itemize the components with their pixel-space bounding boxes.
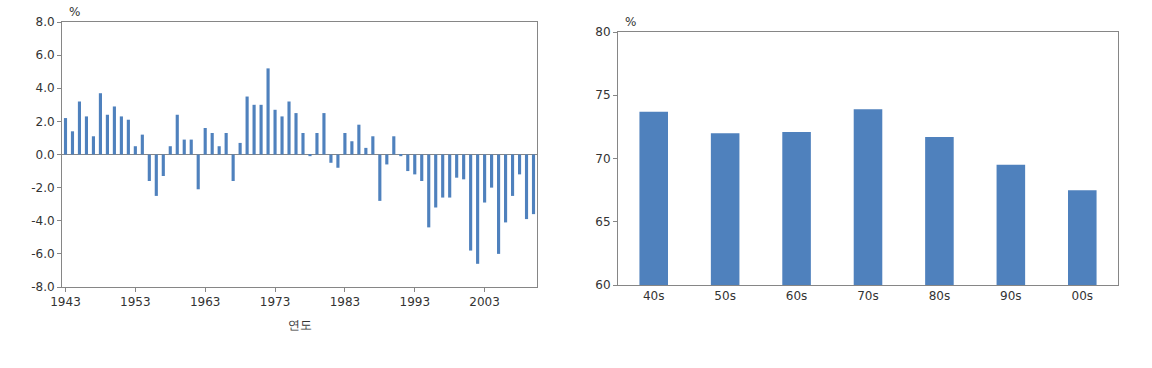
svg-text:1953: 1953 xyxy=(120,295,151,309)
svg-text:연도: 연도 xyxy=(288,318,312,332)
svg-text:2003: 2003 xyxy=(469,295,500,309)
svg-text:1973: 1973 xyxy=(260,295,291,309)
svg-text:4.0: 4.0 xyxy=(36,81,55,95)
svg-text:-4.0: -4.0 xyxy=(31,214,54,228)
svg-text:80: 80 xyxy=(595,25,610,39)
svg-text:50s: 50s xyxy=(714,289,736,303)
svg-text:2.0: 2.0 xyxy=(36,115,55,129)
svg-text:00s: 00s xyxy=(1072,289,1094,303)
svg-text:70s: 70s xyxy=(857,289,879,303)
svg-text:1943: 1943 xyxy=(50,295,81,309)
svg-text:60: 60 xyxy=(595,278,610,292)
svg-text:%: % xyxy=(625,15,636,29)
svg-text:65: 65 xyxy=(595,215,610,229)
svg-text:%: % xyxy=(69,5,80,19)
svg-text:-8.0: -8.0 xyxy=(31,280,54,294)
svg-text:60s: 60s xyxy=(786,289,808,303)
svg-text:-6.0: -6.0 xyxy=(31,247,54,261)
svg-text:90s: 90s xyxy=(1000,289,1022,303)
svg-text:6.0: 6.0 xyxy=(36,48,55,62)
svg-text:1983: 1983 xyxy=(330,295,361,309)
svg-text:70: 70 xyxy=(595,152,610,166)
svg-text:8.0: 8.0 xyxy=(36,15,55,29)
svg-text:0.0: 0.0 xyxy=(36,148,55,162)
svg-text:1993: 1993 xyxy=(399,295,430,309)
svg-text:75: 75 xyxy=(595,88,610,102)
svg-text:80s: 80s xyxy=(929,289,951,303)
svg-text:-2.0: -2.0 xyxy=(31,181,54,195)
svg-text:1963: 1963 xyxy=(190,295,221,309)
svg-text:40s: 40s xyxy=(643,289,665,303)
